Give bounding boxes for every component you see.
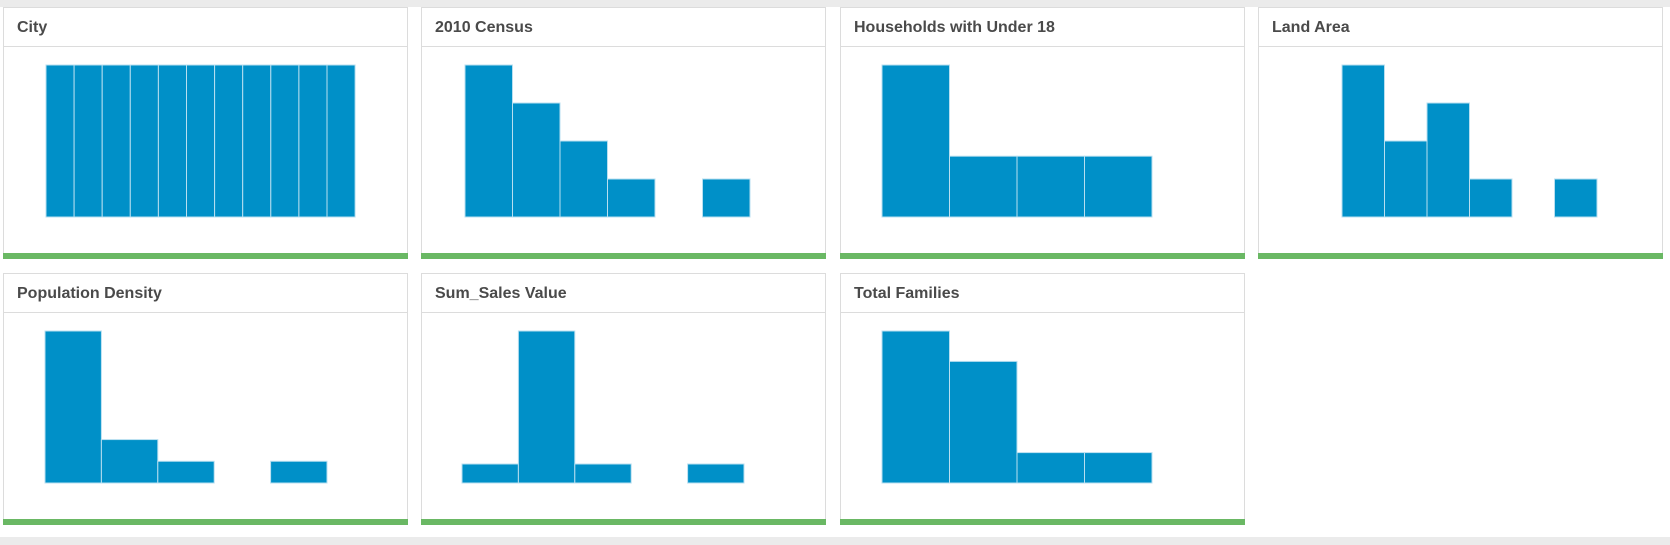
histogram-chart <box>422 313 825 513</box>
histogram-bar[interactable] <box>129 64 159 218</box>
histogram-bar[interactable] <box>1469 178 1513 218</box>
panel-header: City <box>4 8 407 47</box>
panel-city[interactable]: City <box>3 7 408 259</box>
histogram-chart <box>4 47 407 247</box>
histogram-chart <box>422 47 825 247</box>
histogram-bar[interactable] <box>461 463 519 484</box>
status-bar <box>1258 253 1663 259</box>
histogram-bar[interactable] <box>326 64 356 218</box>
histogram-bar[interactable] <box>157 64 187 218</box>
histogram-bar[interactable] <box>1084 155 1153 218</box>
panel-population-density[interactable]: Population Density <box>3 273 408 525</box>
histogram-bar[interactable] <box>157 460 215 484</box>
histogram-bar[interactable] <box>101 64 131 218</box>
histogram-bar[interactable] <box>298 64 328 218</box>
status-bar <box>840 519 1245 525</box>
histogram-bar[interactable] <box>1426 102 1470 218</box>
panel-total-families[interactable]: Total Families <box>840 273 1245 525</box>
panel-title: Sum_Sales Value <box>435 285 567 302</box>
histogram-bar[interactable] <box>186 64 216 218</box>
panel-header: Total Families <box>841 274 1244 313</box>
panel-title: Land Area <box>1272 19 1350 36</box>
histogram-bar[interactable] <box>44 330 102 484</box>
dashboard: City 2010 Census Households with Under 1… <box>0 7 1670 537</box>
histogram-chart <box>841 47 1244 247</box>
panel-households-under-18[interactable]: Households with Under 18 <box>840 7 1245 259</box>
histogram-chart <box>1259 47 1662 247</box>
histogram-bar[interactable] <box>949 360 1018 484</box>
panel-title: Households with Under 18 <box>854 19 1055 36</box>
histogram-bar[interactable] <box>687 463 745 484</box>
histogram-bar[interactable] <box>1384 140 1428 218</box>
histogram-bar[interactable] <box>1016 452 1085 484</box>
histogram-bar[interactable] <box>517 330 576 484</box>
panel-title: City <box>17 19 48 36</box>
histogram-bar[interactable] <box>270 64 300 218</box>
panel-header: Sum_Sales Value <box>422 274 825 313</box>
histogram-bar[interactable] <box>881 64 950 218</box>
histogram-bar[interactable] <box>702 178 751 218</box>
histogram-bar[interactable] <box>270 460 328 484</box>
histogram-bar[interactable] <box>45 64 75 218</box>
histogram-bar[interactable] <box>464 64 513 218</box>
histogram-bar[interactable] <box>881 330 950 484</box>
histogram-bar[interactable] <box>73 64 103 218</box>
status-bar <box>421 519 826 525</box>
status-bar <box>3 253 408 259</box>
histogram-bar[interactable] <box>574 463 632 484</box>
histogram-bar[interactable] <box>100 439 159 484</box>
histogram-chart <box>841 313 1244 513</box>
panel-header: 2010 Census <box>422 8 825 47</box>
panel-land-area[interactable]: Land Area <box>1258 7 1663 259</box>
histogram-bar[interactable] <box>512 102 561 218</box>
panel-title: Total Families <box>854 285 960 302</box>
panel-2010-census[interactable]: 2010 Census <box>421 7 826 259</box>
status-bar <box>421 253 826 259</box>
panel-header: Households with Under 18 <box>841 8 1244 47</box>
histogram-bar[interactable] <box>1016 155 1085 218</box>
panel-title: 2010 Census <box>435 19 533 36</box>
histogram-bar[interactable] <box>1084 452 1153 484</box>
histogram-bar[interactable] <box>214 64 244 218</box>
status-bar <box>840 253 1245 259</box>
histogram-bar[interactable] <box>949 155 1018 218</box>
panel-sum-sales-value[interactable]: Sum_Sales Value <box>421 273 826 525</box>
histogram-bar[interactable] <box>1554 178 1598 218</box>
panel-header: Population Density <box>4 274 407 313</box>
histogram-bar[interactable] <box>607 178 656 218</box>
panel-header: Land Area <box>1259 8 1662 47</box>
histogram-bar[interactable] <box>559 140 608 218</box>
histogram-chart <box>4 313 407 513</box>
histogram-bar[interactable] <box>242 64 272 218</box>
panel-title: Population Density <box>17 285 162 302</box>
status-bar <box>3 519 408 525</box>
histogram-bar[interactable] <box>1341 64 1385 218</box>
